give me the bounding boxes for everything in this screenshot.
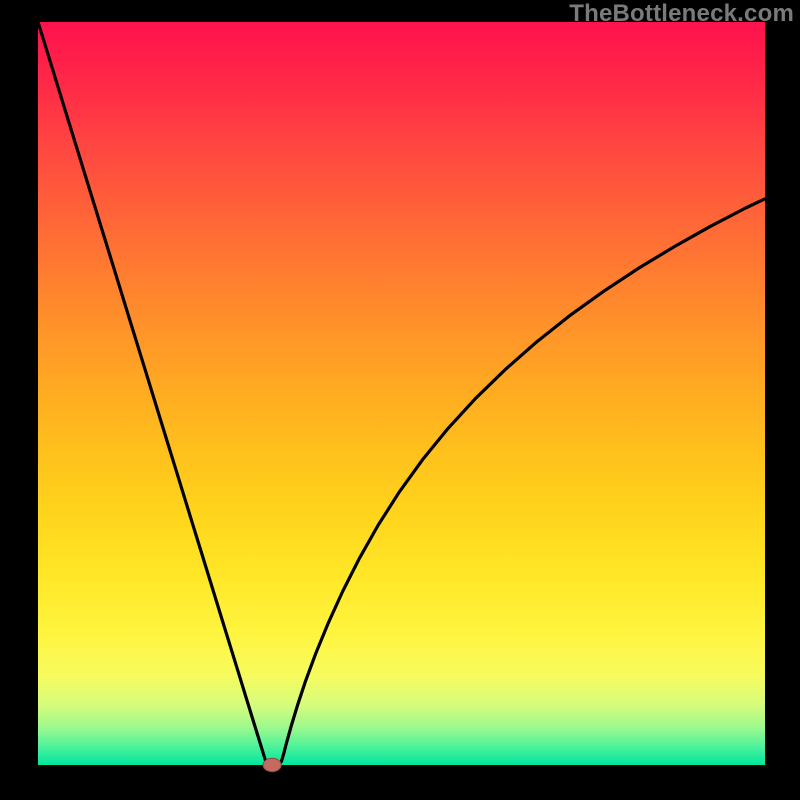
chart-frame: TheBottleneck.com xyxy=(0,0,800,800)
watermark-text: TheBottleneck.com xyxy=(569,0,794,28)
plot-background xyxy=(38,22,765,765)
bottleneck-chart xyxy=(0,0,800,800)
optimum-marker xyxy=(263,758,281,771)
